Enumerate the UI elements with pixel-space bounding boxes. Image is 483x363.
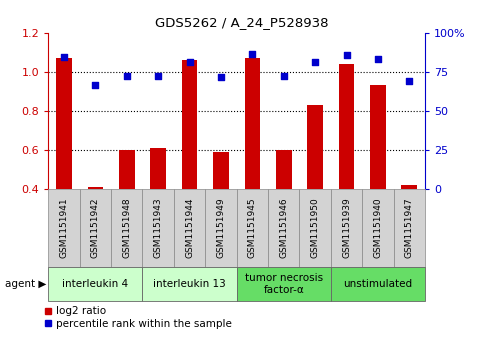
Bar bbox=[213, 152, 229, 267]
Bar bbox=[48, 267, 142, 301]
Bar bbox=[119, 150, 135, 267]
Bar bbox=[299, 189, 331, 267]
Bar bbox=[339, 64, 355, 267]
Bar bbox=[307, 105, 323, 267]
Bar bbox=[331, 189, 362, 267]
Text: interleukin 4: interleukin 4 bbox=[62, 279, 128, 289]
Text: GDS5262 / A_24_P528938: GDS5262 / A_24_P528938 bbox=[155, 16, 328, 29]
Point bbox=[123, 73, 131, 78]
Bar bbox=[142, 267, 237, 301]
Bar bbox=[394, 189, 425, 267]
Bar bbox=[182, 60, 198, 267]
Text: GSM1151945: GSM1151945 bbox=[248, 197, 257, 258]
Bar bbox=[237, 189, 268, 267]
Bar bbox=[48, 189, 80, 267]
Point bbox=[217, 74, 225, 80]
Point bbox=[312, 60, 319, 65]
Text: GSM1151941: GSM1151941 bbox=[59, 197, 69, 258]
Text: tumor necrosis
factor-α: tumor necrosis factor-α bbox=[245, 273, 323, 295]
Text: GSM1151944: GSM1151944 bbox=[185, 197, 194, 258]
Point bbox=[280, 73, 288, 78]
Bar bbox=[268, 189, 299, 267]
Point bbox=[155, 73, 162, 79]
Bar bbox=[150, 148, 166, 267]
Text: GSM1151943: GSM1151943 bbox=[154, 197, 163, 258]
Text: GSM1151950: GSM1151950 bbox=[311, 197, 320, 258]
Bar bbox=[56, 58, 72, 267]
Text: GSM1151949: GSM1151949 bbox=[216, 197, 226, 258]
Point bbox=[249, 51, 256, 57]
Bar bbox=[401, 185, 417, 267]
Bar bbox=[142, 189, 174, 267]
Point bbox=[374, 56, 382, 62]
Point bbox=[406, 78, 413, 84]
Bar bbox=[174, 189, 205, 267]
Text: agent ▶: agent ▶ bbox=[5, 279, 46, 289]
Bar bbox=[87, 187, 103, 267]
Text: GSM1151946: GSM1151946 bbox=[279, 197, 288, 258]
Point bbox=[186, 60, 194, 65]
Text: unstimulated: unstimulated bbox=[343, 279, 412, 289]
Bar bbox=[331, 267, 425, 301]
Bar bbox=[370, 85, 386, 267]
Text: interleukin 13: interleukin 13 bbox=[153, 279, 226, 289]
Text: GSM1151947: GSM1151947 bbox=[405, 197, 414, 258]
Bar bbox=[244, 58, 260, 267]
Text: GSM1151939: GSM1151939 bbox=[342, 197, 351, 258]
Bar bbox=[205, 189, 237, 267]
Point bbox=[92, 82, 99, 88]
Point bbox=[60, 54, 68, 60]
Bar bbox=[362, 189, 394, 267]
Bar bbox=[237, 267, 331, 301]
Text: GSM1151942: GSM1151942 bbox=[91, 197, 100, 258]
Text: GSM1151948: GSM1151948 bbox=[122, 197, 131, 258]
Text: GSM1151940: GSM1151940 bbox=[373, 197, 383, 258]
Bar bbox=[111, 189, 142, 267]
Point bbox=[343, 52, 351, 58]
Legend: log2 ratio, percentile rank within the sample: log2 ratio, percentile rank within the s… bbox=[44, 306, 232, 329]
Bar bbox=[80, 189, 111, 267]
Bar bbox=[276, 150, 292, 267]
